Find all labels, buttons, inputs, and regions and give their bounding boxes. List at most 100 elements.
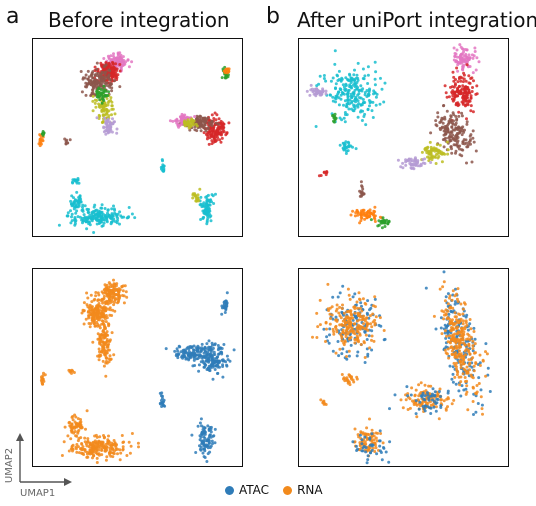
scatter-point [104, 287, 108, 291]
scatter-point [434, 148, 438, 152]
scatter-point [423, 157, 427, 161]
scatter-point [373, 297, 377, 301]
scatter-point [188, 352, 192, 356]
scatter-point [162, 168, 166, 172]
scatter-point [89, 79, 93, 83]
scatter-point [338, 116, 342, 120]
scatter-point [460, 76, 464, 80]
scatter-point [335, 307, 339, 311]
scatter-point [105, 448, 109, 452]
cluster-6 [429, 104, 478, 165]
scatter-point [176, 349, 180, 353]
scatter-point [420, 150, 424, 154]
scatter-point [112, 284, 116, 288]
scatter-point [371, 116, 375, 119]
scatter-point [103, 341, 107, 345]
plot-after-modality [298, 268, 509, 467]
scatter-point [464, 60, 467, 64]
cluster-4 [452, 43, 481, 75]
scatter-point [225, 291, 229, 295]
scatter-point [349, 343, 353, 347]
scatter-point [447, 95, 451, 99]
scatter-point [210, 124, 214, 128]
scatter-point [78, 421, 82, 424]
scatter-point [449, 145, 453, 149]
scatter-point [203, 208, 207, 212]
scatter-point [451, 347, 455, 351]
scatter-point [368, 308, 371, 312]
scatter-point [466, 96, 469, 100]
scatter-point [459, 375, 463, 379]
scatter-point [96, 299, 100, 302]
scatter-point [365, 311, 369, 315]
scatter-point [203, 456, 207, 459]
scatter-point [358, 221, 362, 225]
scatter-point [471, 385, 475, 389]
scatter-point [210, 361, 214, 365]
scatter-point [373, 77, 377, 81]
scatter-point [465, 91, 469, 95]
scatter-point [410, 167, 414, 170]
scatter-point [183, 116, 187, 120]
scatter-point [452, 46, 456, 50]
scatter-point [311, 90, 315, 94]
scatter-point [393, 393, 397, 397]
scatter-point [468, 81, 472, 85]
scatter-point [375, 439, 379, 443]
scatter-point [217, 117, 221, 121]
scatter-point [467, 74, 471, 78]
scatter-point [477, 60, 481, 64]
scatter-point [471, 86, 474, 89]
plot-after-celltype [298, 38, 509, 237]
scatter-point [208, 348, 212, 352]
scatter-point [212, 117, 216, 120]
scatter-point [455, 118, 459, 122]
scatter-point [333, 49, 337, 53]
scatter-point [359, 301, 363, 305]
scatter-point [344, 113, 347, 117]
scatter-point [315, 87, 318, 91]
scatter-point [95, 449, 99, 453]
scatter-point [369, 100, 373, 104]
scatter-point [353, 214, 357, 218]
scatter-point [63, 425, 67, 429]
scatter-point [335, 303, 339, 307]
scatter-point [96, 452, 99, 456]
scatter-point [201, 430, 204, 434]
scatter-point [74, 204, 78, 208]
scatter-point [322, 74, 326, 77]
scatter-point [217, 359, 221, 363]
scatter-point [203, 432, 207, 436]
scatter-point [198, 421, 202, 425]
scatter-point [459, 380, 463, 384]
scatter-point [77, 181, 81, 185]
scatter-point [360, 438, 364, 442]
scatter-point [372, 438, 376, 442]
scatter-point [105, 97, 109, 100]
scatter-point [344, 152, 348, 155]
scatter-point [366, 432, 370, 436]
scatter-point [459, 45, 463, 49]
scatter-before-celltype [37, 51, 231, 234]
scatter-point [446, 148, 450, 152]
scatter-point [75, 434, 79, 438]
scatter-point [442, 280, 446, 284]
scatter-point [121, 441, 125, 444]
scatter-point [114, 220, 117, 224]
scatter-point [107, 285, 111, 289]
scatter-point [471, 136, 475, 140]
panel-a-title: Before integration [48, 8, 230, 32]
scatter-point [87, 316, 91, 320]
scatter-point [105, 455, 109, 459]
scatter-point [337, 354, 341, 358]
scatter-point [114, 293, 118, 296]
scatter-point [366, 82, 370, 85]
scatter-point [349, 325, 353, 329]
scatter-point [382, 329, 386, 332]
scatter-point [114, 443, 118, 447]
scatter-point [382, 338, 386, 342]
scatter-point [465, 120, 469, 124]
scatter-point [437, 417, 441, 421]
scatter-point [453, 54, 457, 58]
scatter-point [455, 320, 459, 324]
